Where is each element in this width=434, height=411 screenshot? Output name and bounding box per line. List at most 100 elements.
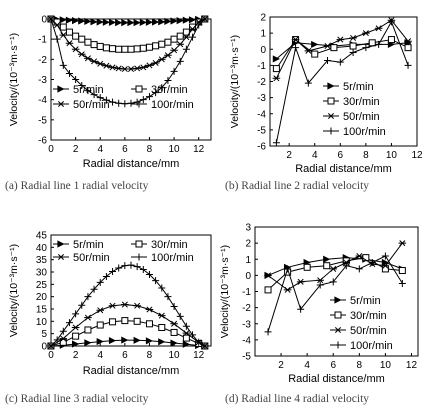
series-line bbox=[267, 242, 403, 291]
data-point bbox=[145, 43, 153, 51]
data-point bbox=[84, 293, 92, 301]
data-point bbox=[72, 76, 80, 83]
data-point bbox=[84, 55, 92, 62]
legend-label: 100r/min bbox=[151, 99, 194, 111]
data-point bbox=[133, 263, 141, 271]
x-tick-label: 6 bbox=[122, 144, 128, 155]
data-point bbox=[102, 44, 110, 52]
series-line bbox=[275, 19, 409, 79]
data-point bbox=[127, 45, 135, 53]
data-point bbox=[189, 23, 197, 31]
y-tick-label: -1 bbox=[242, 287, 251, 298]
data-point bbox=[135, 253, 143, 261]
x-tick-label: 2 bbox=[73, 350, 79, 361]
data-point bbox=[96, 307, 105, 314]
x-tick-label: 12 bbox=[193, 350, 205, 361]
data-point bbox=[334, 326, 342, 334]
data-point bbox=[109, 98, 117, 106]
data-point bbox=[84, 314, 92, 321]
data-point bbox=[90, 58, 98, 65]
y-tick-label: -1 bbox=[38, 35, 47, 46]
data-point bbox=[170, 339, 178, 347]
data-point bbox=[296, 278, 305, 285]
data-point bbox=[115, 45, 123, 53]
data-point bbox=[139, 44, 147, 52]
data-point bbox=[176, 17, 184, 25]
data-point bbox=[170, 320, 178, 327]
data-point bbox=[59, 335, 68, 342]
legend-label: 100r/min bbox=[350, 340, 393, 352]
legend-label: 100r/min bbox=[343, 126, 386, 138]
data-point bbox=[84, 326, 92, 334]
data-point bbox=[96, 18, 104, 26]
legend-label: 30r/min bbox=[151, 84, 188, 96]
data-point bbox=[272, 75, 281, 82]
x-tick-label: 10 bbox=[386, 150, 398, 161]
data-point bbox=[53, 35, 61, 43]
x-tick-label: 6 bbox=[330, 360, 336, 371]
data-point bbox=[368, 258, 376, 266]
y-tick-label: -2 bbox=[257, 77, 266, 88]
data-point bbox=[152, 18, 160, 26]
data-point bbox=[108, 336, 117, 345]
data-point bbox=[176, 32, 184, 40]
legend-label: 30r/min bbox=[343, 96, 380, 108]
data-point bbox=[139, 266, 147, 274]
data-point bbox=[135, 85, 143, 93]
data-point bbox=[195, 338, 203, 346]
data-point bbox=[164, 17, 172, 26]
data-point bbox=[362, 30, 370, 37]
data-point bbox=[182, 330, 191, 337]
data-point bbox=[349, 42, 357, 50]
data-point bbox=[157, 56, 166, 63]
data-point bbox=[387, 36, 395, 44]
data-point bbox=[189, 331, 197, 339]
data-point bbox=[121, 19, 129, 27]
y-tick-label: 1 bbox=[245, 255, 251, 266]
data-point bbox=[201, 342, 209, 350]
data-point bbox=[329, 278, 337, 286]
data-point bbox=[404, 61, 412, 69]
data-point bbox=[164, 77, 172, 85]
data-point bbox=[158, 284, 166, 292]
y-tick-label: 3 bbox=[245, 223, 251, 234]
data-point bbox=[157, 312, 166, 319]
data-point bbox=[374, 25, 383, 32]
x-axis-title: Radial distance/mm bbox=[288, 373, 385, 385]
data-point bbox=[59, 23, 67, 31]
data-point bbox=[115, 99, 123, 107]
data-point bbox=[127, 19, 135, 27]
y-axis-title: Velocity/(10⁻³m·s⁻¹) bbox=[8, 244, 20, 337]
data-point bbox=[121, 301, 129, 308]
data-point bbox=[84, 339, 92, 347]
data-point bbox=[108, 18, 117, 27]
data-point bbox=[176, 41, 185, 48]
plot-frame bbox=[254, 226, 419, 357]
data-point bbox=[96, 94, 104, 102]
y-tick-label: 20 bbox=[36, 292, 48, 303]
data-point bbox=[303, 263, 311, 271]
data-point bbox=[102, 18, 110, 26]
data-point bbox=[108, 302, 117, 309]
data-point bbox=[71, 324, 80, 331]
data-point bbox=[182, 28, 190, 36]
legend-label: 30r/min bbox=[151, 239, 188, 251]
data-point bbox=[323, 255, 331, 263]
x-tick-label: 2 bbox=[286, 150, 292, 161]
legend-label: 50r/min bbox=[350, 325, 387, 337]
x-tick-label: 4 bbox=[97, 350, 103, 361]
data-point bbox=[139, 96, 147, 104]
data-point bbox=[170, 303, 178, 311]
data-point bbox=[283, 286, 292, 293]
data-point bbox=[96, 278, 104, 286]
data-point bbox=[78, 82, 86, 90]
data-point bbox=[158, 324, 166, 331]
y-tick-label: -4 bbox=[242, 335, 251, 346]
data-point bbox=[355, 265, 363, 273]
data-point bbox=[152, 42, 160, 50]
data-point bbox=[47, 342, 55, 350]
